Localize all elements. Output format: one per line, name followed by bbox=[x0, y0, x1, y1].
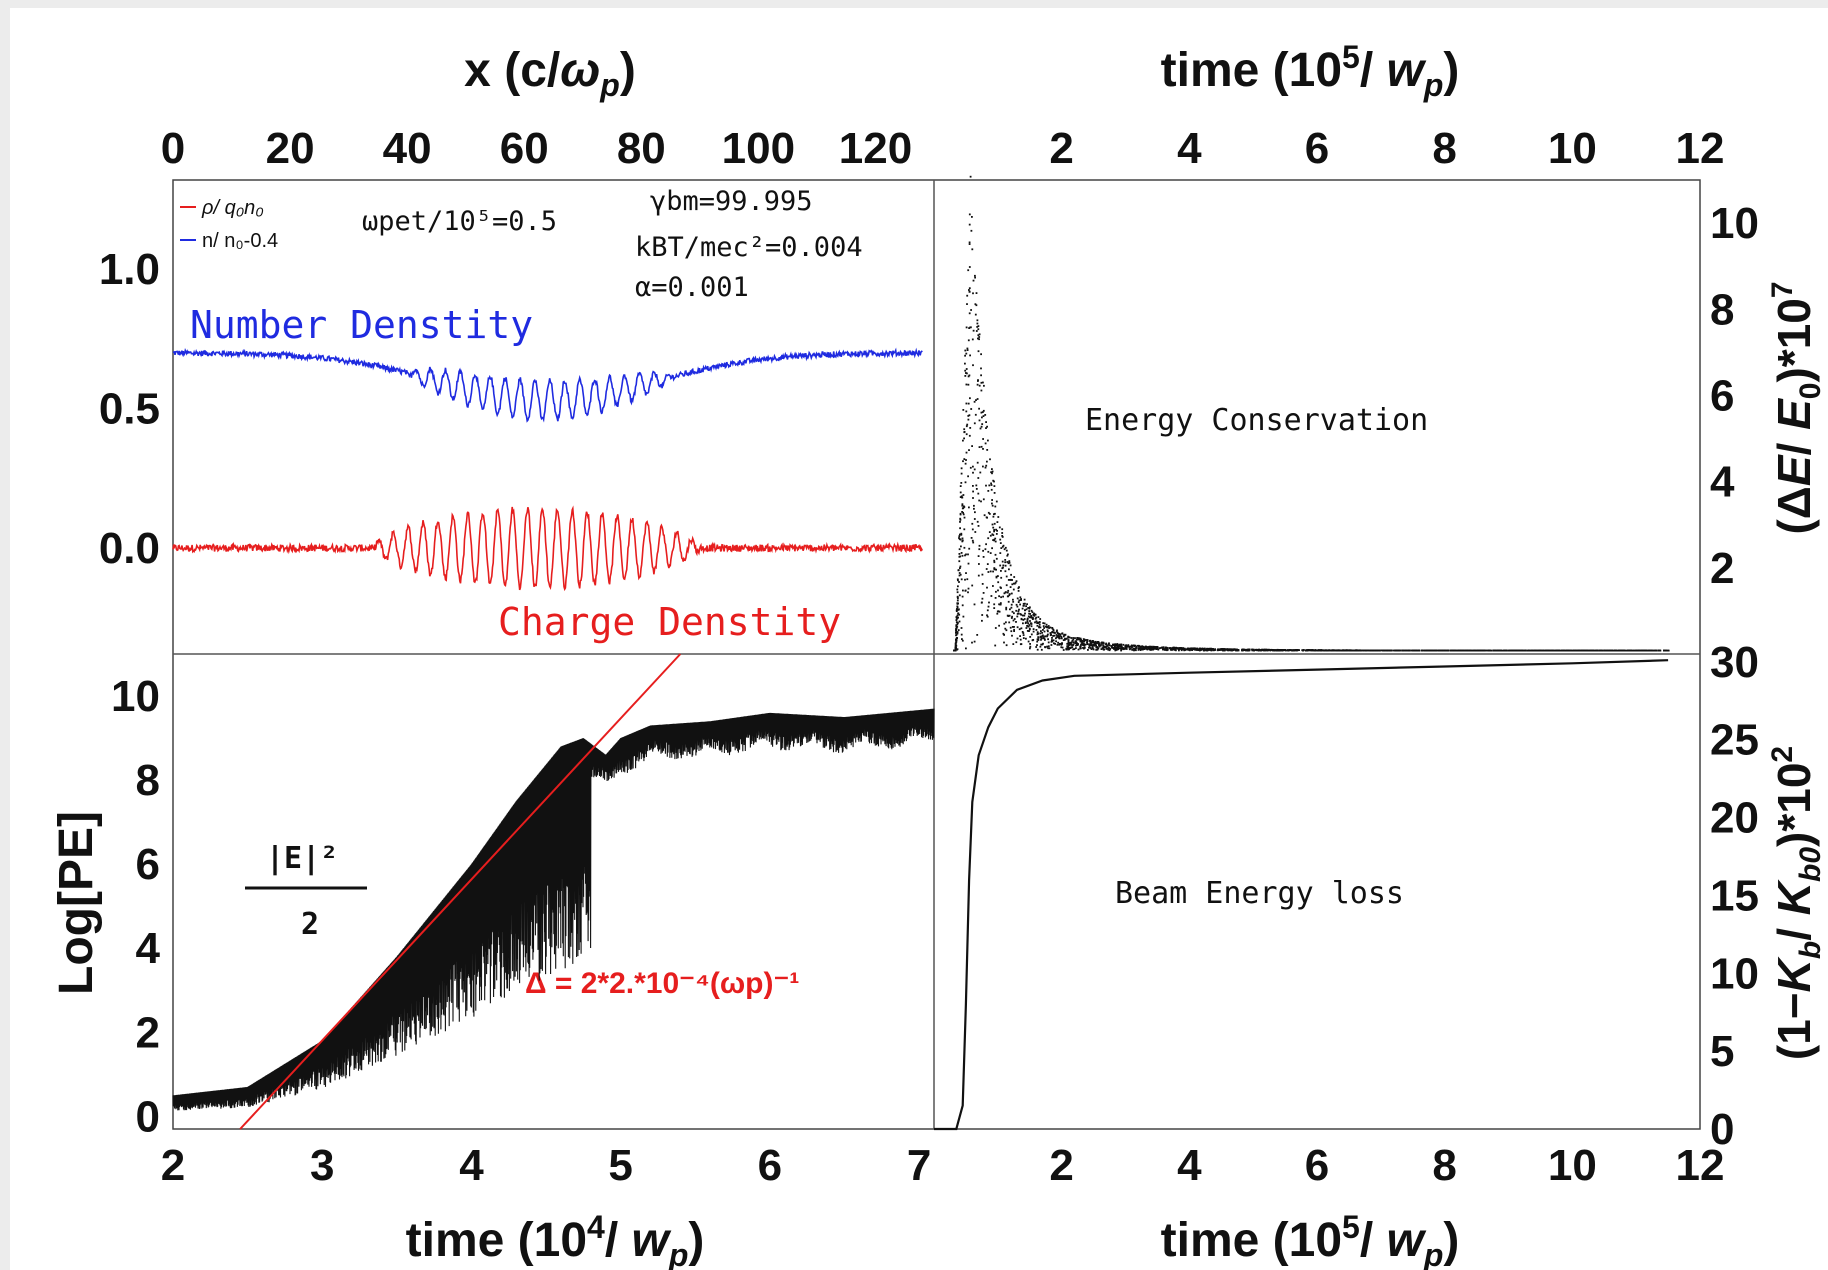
legend-label-number: n/ n₀-0.4 bbox=[202, 230, 278, 252]
beam-xtick: 4 bbox=[1177, 1141, 1202, 1190]
beam-ytick: 20 bbox=[1710, 794, 1759, 843]
beam-xtick: 10 bbox=[1548, 1141, 1597, 1190]
density-ytick: 0.0 bbox=[99, 524, 160, 573]
series-energy-points bbox=[953, 175, 1670, 652]
density-ytick: 1.0 bbox=[99, 245, 160, 294]
label-beam-energy-loss: Beam Energy loss bbox=[1115, 876, 1404, 911]
growth-fit-line bbox=[239, 653, 682, 1130]
chart-svg: x (c/ωp) time (105/ wp) time (104/ wp) t… bbox=[50, 39, 1827, 1270]
label-growth-rate: Δ = 2*2.*10⁻⁴(ωp)⁻¹ bbox=[525, 967, 799, 1000]
beam-xtick: 6 bbox=[1305, 1141, 1329, 1190]
annotation-temperature: kBT/mec²=0.004 bbox=[635, 232, 863, 263]
label-e-squared: |E|² bbox=[266, 841, 338, 876]
density-xtick: 120 bbox=[839, 124, 912, 173]
annotation-time: ωpet/10⁵=0.5 bbox=[362, 206, 557, 237]
beam-ytick: 25 bbox=[1710, 716, 1759, 765]
density-ytick: 0.5 bbox=[99, 385, 160, 434]
energy-xtick: 6 bbox=[1305, 124, 1329, 173]
density-xtick: 20 bbox=[266, 124, 315, 173]
pe-xlabel: time (104/ wp) bbox=[406, 1209, 705, 1270]
beam-ytick: 0 bbox=[1710, 1105, 1734, 1154]
energy-xtick: 10 bbox=[1548, 124, 1597, 173]
pe-ytick: 8 bbox=[136, 756, 160, 805]
beam-xtick: 8 bbox=[1432, 1141, 1456, 1190]
figure: x (c/ωp) time (105/ wp) time (104/ wp) t… bbox=[10, 8, 1828, 1270]
label-energy-conservation: Energy Conservation bbox=[1085, 403, 1428, 438]
pe-ytick: 0 bbox=[136, 1092, 160, 1141]
annotation-alpha: α=0.001 bbox=[635, 272, 749, 303]
plot-marks bbox=[172, 175, 1670, 1131]
energy-ytick: 2 bbox=[1710, 544, 1734, 593]
beam-ytick: 15 bbox=[1710, 871, 1759, 920]
energy-xtick: 8 bbox=[1432, 124, 1456, 173]
pe-xtick: 6 bbox=[758, 1141, 782, 1190]
beam-ylabel: (1−Kb/ Kb0)*102 bbox=[1766, 746, 1827, 1060]
beam-xtick: 2 bbox=[1049, 1141, 1073, 1190]
beam-xtick: 12 bbox=[1676, 1141, 1725, 1190]
energy-ylabel: (ΔE/ E0)*107 bbox=[1766, 281, 1827, 534]
energy-xtick: 4 bbox=[1177, 124, 1202, 173]
label-number-density: Number Denstity bbox=[190, 303, 533, 347]
pe-xtick: 7 bbox=[907, 1141, 931, 1190]
series-potential-energy bbox=[172, 708, 935, 1111]
beam-ytick: 10 bbox=[1710, 949, 1759, 998]
pe-ytick: 2 bbox=[136, 1008, 160, 1057]
beam-xlabel: time (105/ wp) bbox=[1161, 1209, 1460, 1270]
series-charge-density bbox=[172, 505, 924, 592]
density-xtick: 0 bbox=[161, 124, 185, 173]
energy-ytick: 8 bbox=[1710, 285, 1734, 334]
pe-xtick: 5 bbox=[608, 1141, 632, 1190]
energy-xtick: 12 bbox=[1676, 124, 1725, 173]
pe-ytick: 10 bbox=[111, 672, 160, 721]
beam-ytick: 30 bbox=[1710, 638, 1759, 687]
series-number-density bbox=[172, 347, 923, 423]
energy-xlabel: time (105/ wp) bbox=[1161, 39, 1460, 103]
energy-ytick: 4 bbox=[1710, 458, 1735, 507]
energy-ytick: 10 bbox=[1710, 199, 1759, 248]
density-xtick: 40 bbox=[383, 124, 432, 173]
legend-label-charge: ρ/ q₀n₀ bbox=[201, 197, 264, 219]
beam-ytick: 5 bbox=[1710, 1027, 1734, 1076]
pe-ylabel: Log[PE] bbox=[50, 811, 103, 995]
pe-xtick: 2 bbox=[161, 1141, 185, 1190]
label-charge-density: Charge Denstity bbox=[498, 600, 841, 644]
density-xtick: 60 bbox=[500, 124, 549, 173]
pe-ytick: 6 bbox=[136, 840, 160, 889]
density-xtick: 100 bbox=[722, 124, 795, 173]
pe-xtick: 4 bbox=[459, 1141, 484, 1190]
density-xtick: 80 bbox=[617, 124, 666, 173]
pe-xtick: 3 bbox=[310, 1141, 334, 1190]
energy-xtick: 2 bbox=[1049, 124, 1073, 173]
density-xlabel: x (c/ωp) bbox=[464, 44, 636, 103]
label-two: 2 bbox=[301, 907, 319, 942]
pe-ytick: 4 bbox=[136, 924, 161, 973]
energy-ytick: 6 bbox=[1710, 371, 1734, 420]
series-beam-energy-loss bbox=[934, 659, 1669, 1131]
annotation-gamma: γbm=99.995 bbox=[650, 186, 813, 217]
